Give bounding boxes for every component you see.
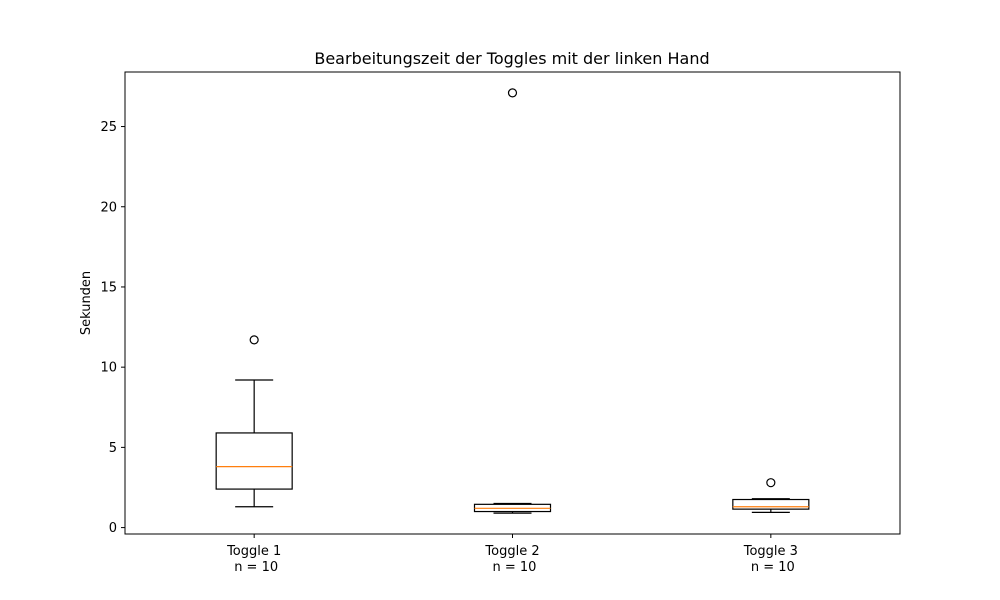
y-tick-label: 15 [100, 280, 117, 295]
y-tick-label: 25 [100, 120, 117, 135]
iqr-box [215, 432, 293, 490]
y-axis-label: Sekunden [79, 271, 94, 335]
x-tick-label: Toggle 3 [743, 544, 798, 559]
outlier-point [766, 478, 776, 488]
outlier-point [249, 335, 259, 345]
y-tick-label: 0 [109, 521, 117, 536]
x-tick-label: Toggle 2 [484, 544, 539, 559]
x-tick-n-label: n = 10 [493, 560, 537, 575]
plot-frame [124, 71, 901, 535]
x-tick-label: Toggle 1 [226, 544, 281, 559]
outlier-point [507, 88, 518, 98]
y-tick-label: 20 [100, 200, 117, 215]
y-tick-label: 10 [100, 361, 117, 376]
x-tick-n-label: n = 10 [234, 560, 278, 575]
y-tick-label: 5 [109, 441, 117, 456]
chart-title: Bearbeitungszeit der Toggles mit der lin… [314, 49, 709, 68]
x-tick-n-label: n = 10 [751, 560, 795, 575]
iqr-box [732, 498, 810, 510]
